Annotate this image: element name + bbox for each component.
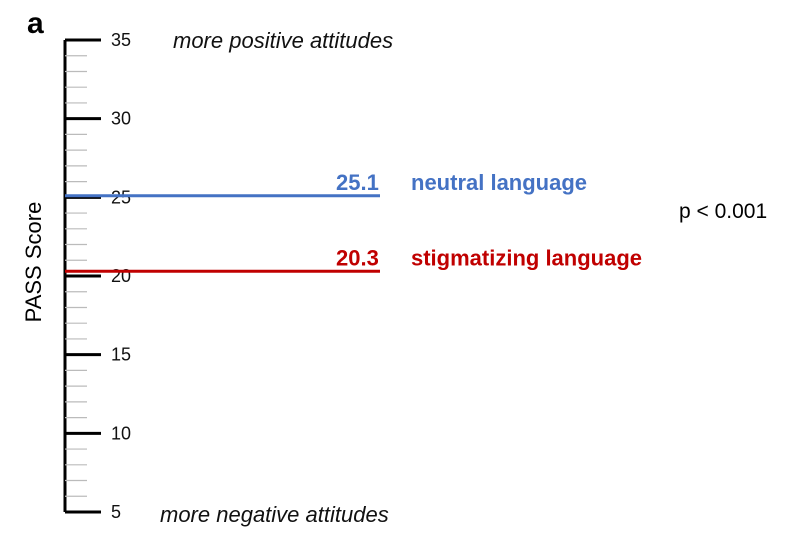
series-name-label: stigmatizing language — [411, 245, 642, 270]
series-value-label: 25.1 — [336, 170, 379, 195]
panel-label: a — [27, 7, 44, 40]
p-value-label: p < 0.001 — [679, 200, 767, 223]
y-tick-label: 15 — [111, 345, 131, 365]
series-name-label: neutral language — [411, 170, 587, 195]
y-tick-label: 30 — [111, 109, 131, 129]
y-tick-label: 5 — [111, 502, 121, 522]
bottom-annotation: more negative attitudes — [160, 502, 389, 527]
y-tick-label: 35 — [111, 30, 131, 50]
y-tick-label: 20 — [111, 266, 131, 286]
y-tick-label: 25 — [111, 187, 131, 207]
series-group: 25.1 neutral language 20.3 stigmatizing lan… — [65, 170, 642, 273]
top-annotation: more positive attitudes — [173, 28, 393, 53]
y-tick-label: 10 — [111, 423, 131, 443]
y-axis: 35 30 25 20 15 10 5 — [63, 30, 131, 522]
y-axis-title: PASS Score — [21, 202, 46, 323]
series-value-label: 20.3 — [336, 245, 379, 270]
